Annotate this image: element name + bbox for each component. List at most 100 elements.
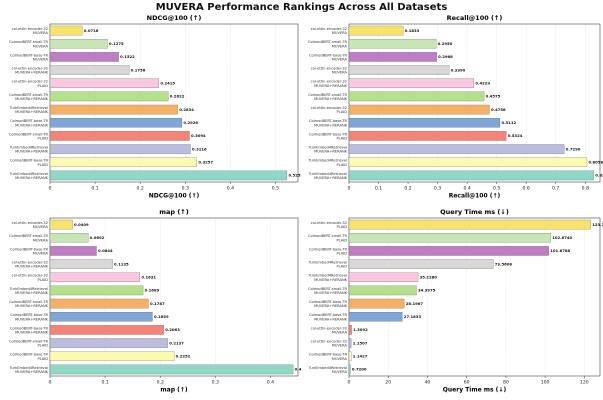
recall-bar: [348, 131, 507, 141]
ndcg-category-label: col-ettin-encoder-32: [12, 27, 48, 31]
ndcg-value-label: 0.3257: [198, 160, 213, 165]
query-time-tick-label: 120: [580, 380, 589, 386]
map-value-label: 0.1631: [141, 275, 156, 280]
ndcg-bar: [49, 91, 169, 102]
query-time-category-label: TurkEmbed4Retrieval: [308, 260, 347, 264]
map-value-label: 0.2137: [169, 340, 184, 345]
query-time-value-label: 123.2715: [592, 222, 603, 227]
recall-tick-label: 0.3: [434, 186, 441, 192]
panel-query-time: Query Time ms (↓) 0 20 40 60 80 100 120 123.2715…: [301, 206, 603, 400]
recall-category-label: PLAID: [336, 137, 347, 141]
recall-x-axis-label: Recall@100 (↑): [449, 193, 501, 200]
map-category-label: ColmodBERT-base-TR: [10, 313, 49, 317]
map-plot-frame: [49, 217, 299, 377]
query-time-category-label: PLAID: [336, 265, 347, 269]
map-category-label: ColmodBERT-base-TR: [10, 353, 49, 357]
map-category-label: MUVERA+RERANK: [15, 304, 49, 308]
map-bar: [49, 272, 141, 282]
map-tick-label: 0.2: [157, 380, 164, 386]
recall-tick-label: 0.5: [493, 186, 500, 192]
map-value-label: 0.0409: [74, 222, 89, 227]
map-category-label: MUVERA+RERANK: [15, 331, 49, 335]
map-category-label: PLAID: [37, 357, 48, 361]
recall-chart: Recall@100 (↑)0 0.1 0.2 0.3 0.4 0.5 0.6 0.7 0.80…: [308, 14, 603, 200]
ndcg-category-label: MUVERA: [33, 58, 49, 62]
ndcg-value-label: 0.5255: [288, 173, 301, 178]
query-time-tick-label: 60: [464, 380, 470, 386]
recall-bar: [348, 104, 490, 115]
recall-category-label: TurkEmbed4Retrieval: [308, 145, 347, 149]
map-category-label: col-ettin-encoder-32: [12, 274, 48, 278]
query-time-category-label: PLAID: [336, 225, 347, 229]
recall-category-label: MUVERA+RERANK: [314, 150, 348, 154]
recall-value-label: 0.2968: [438, 54, 453, 59]
query-time-value-label: 101.8788: [550, 248, 570, 253]
recall-bar: [348, 144, 565, 154]
recall-tick-label: 0: [348, 186, 351, 192]
recall-value-label: 0.8058: [588, 160, 603, 165]
map-category-label: MUVERA+RERANK: [15, 317, 49, 321]
query-time-value-label: 102.8740: [552, 235, 572, 240]
map-value-label: 0.1787: [150, 301, 165, 306]
ndcg-category-label: TurkEmbed4Retrieval: [9, 106, 48, 110]
map-title: map (↑): [159, 208, 188, 216]
query-time-category-label: col-ettin-encoder-32: [311, 326, 347, 330]
map-tick-label: 0: [49, 380, 52, 386]
map-value-label: 0.1859: [154, 314, 169, 319]
map-bar: [49, 364, 294, 375]
ndcg-value-label: 0.3116: [192, 146, 207, 151]
map-category-label: TurkEmbed4Retrieval: [9, 366, 48, 370]
query-time-bar: [348, 364, 351, 375]
recall-value-label: 0.8289: [595, 173, 603, 178]
ndcg-chart: NDCG@100 (↑) 0 0.1 0.2 0.3 0.4 0.5 0.0716 col-et…: [9, 14, 301, 200]
recall-value-label: 0.5112: [501, 120, 516, 125]
ndcg-plot-frame: [49, 23, 299, 183]
query-time-category-label: col-ettin-encoder-32: [311, 221, 347, 225]
ndcg-bar: [49, 118, 183, 128]
recall-bar: [348, 91, 485, 102]
ndcg-category-label: col-ettin-encoder-32: [12, 80, 48, 84]
recall-category-label: PLAID: [336, 163, 347, 167]
query-time-plot-frame: [348, 217, 601, 377]
query-time-value-label: 0.7200: [352, 367, 367, 372]
panel-map: map (↑) 0 0.1 0.2 0.3 0.4 0.0409 col-ettin-enco…: [0, 206, 301, 400]
recall-value-label: 0.1833: [405, 28, 420, 33]
panel-recall: Recall@100 (↑) 0 0.1 0.2 0.3 0.4 0.5 0.6 0.7 0.8 0…: [301, 12, 603, 206]
recall-category-label: MUVERA+RERANK: [314, 123, 348, 127]
map-value-label: 0.2252: [176, 354, 191, 359]
map-x-axis-label: map (↑): [160, 387, 187, 394]
recall-bar: [348, 170, 594, 181]
recall-bar: [348, 157, 588, 167]
map-category-label: ColmodBERT-base-TR: [10, 326, 49, 330]
ndcg-category-label: ColmodBERT-base-TR: [10, 53, 49, 57]
ndcg-category-label: col-ettin-encoder-32: [12, 66, 48, 70]
ndcg-category-label: TurkEmbed4Retrieval: [9, 172, 48, 176]
recall-plot-frame: [348, 23, 601, 183]
map-category-label: MUVERA: [33, 238, 49, 242]
recall-bar: [348, 78, 475, 88]
map-category-label: ColmodBERT-base-TR: [10, 247, 49, 251]
query-time-category-label: MUVERA+RERANK: [314, 278, 348, 282]
ndcg-value-label: 0.2926: [183, 120, 198, 125]
query-time-value-label: 35.2280: [420, 275, 438, 280]
query-time-tick-label: 100: [541, 380, 550, 386]
recall-category-label: col-ettin-encoder-32: [311, 27, 347, 31]
recall-title: Recall@100 (↑): [447, 14, 503, 22]
query-time-x-axis-label: Query Time ms (↓): [443, 387, 507, 394]
ndcg-tick-label: 0.3: [182, 186, 189, 192]
map-bar: [49, 298, 149, 309]
panel-ndcg: NDCG@100 (↑) 0 0.1 0.2 0.3 0.4 0.5 0.0716 col-et…: [0, 12, 301, 206]
map-category-label: MUVERA+RERANK: [15, 291, 49, 295]
ndcg-tick-label: 0.2: [137, 186, 144, 192]
query-time-value-label: 28.1967: [406, 301, 424, 306]
query-time-category-label: MUVERA: [332, 344, 348, 348]
query-time-value-label: 1.3092: [353, 327, 368, 332]
query-time-tick-label: 40: [425, 380, 431, 386]
ndcg-bar: [49, 104, 178, 115]
recall-category-label: MUVERA: [332, 58, 348, 62]
recall-value-label: 0.3390: [451, 67, 466, 72]
map-bar: [49, 325, 164, 335]
ndcg-category-label: ColmodBERT-small-TR: [9, 132, 49, 136]
map-tick-label: 0.3: [212, 380, 219, 386]
ndcg-value-label: 0.1756: [131, 67, 146, 72]
